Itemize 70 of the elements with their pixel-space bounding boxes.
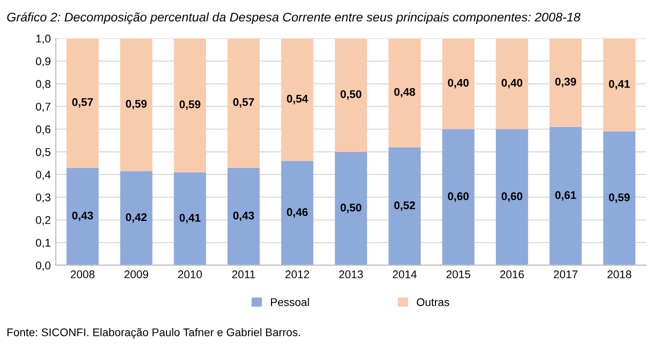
data-label: 0,59	[608, 193, 630, 203]
bar	[281, 160, 314, 266]
data-label: 0,43	[233, 212, 254, 222]
x-tick-label: 2011	[232, 270, 256, 278]
data-label: 0,41	[608, 80, 630, 90]
bar	[66, 168, 99, 266]
x-tick-label: 2017	[554, 270, 578, 278]
x-tick-label: 2014	[392, 270, 417, 278]
x-tick-label: 2010	[178, 270, 202, 278]
data-label: 0,50	[340, 204, 362, 214]
y-tick-label: 0,2	[36, 216, 50, 226]
data-label: 0,40	[502, 78, 522, 88]
data-label: 0,43	[72, 212, 94, 222]
data-label: 0,59	[126, 100, 147, 110]
x-tick-label: 2015	[446, 270, 470, 278]
data-label: 0,42	[126, 213, 147, 223]
bar	[334, 38, 368, 152]
y-tick-label: 0,6	[36, 125, 50, 135]
x-tick-label: 2018	[608, 270, 632, 278]
data-label: 0,54	[286, 94, 308, 104]
bar	[174, 172, 206, 266]
y-tick-label: 1,0	[36, 34, 50, 44]
bar	[334, 152, 368, 266]
x-tick-label: 2016	[500, 270, 524, 278]
y-tick-label: 0,9	[36, 57, 50, 67]
source-note: Fonte: SICONFI. Elaboração Paulo Tafner e Gabriel Barros.	[7, 328, 300, 338]
bar	[120, 171, 152, 266]
data-label: 0,46	[286, 208, 308, 218]
bar	[228, 168, 260, 266]
y-tick-label: 0,1	[36, 238, 50, 248]
bar	[228, 38, 260, 168]
data-label: 0,60	[448, 192, 469, 202]
data-label: 0,60	[502, 192, 522, 202]
data-label: 0,41	[180, 214, 200, 224]
data-label: 0,39	[555, 78, 576, 88]
y-tick-label: 0,3	[36, 193, 50, 203]
legend-label: Outras	[416, 298, 450, 306]
x-tick-label: 2012	[285, 270, 310, 278]
bar	[496, 129, 528, 266]
data-label: 0,61	[555, 191, 576, 201]
data-label: 0,48	[394, 88, 416, 98]
chart-title: Gráfico 2: Decomposição percentual da Despesa Corrente entre seus principais componentes: 2008-18	[7, 12, 580, 24]
y-tick-label: 0,4	[36, 170, 51, 180]
y-tick-label: 0,5	[36, 148, 50, 158]
bar	[496, 38, 528, 130]
data-label: 0,52	[394, 201, 415, 211]
bar	[603, 38, 636, 132]
bar	[388, 147, 421, 266]
y-tick-label: 0,0	[36, 262, 50, 271]
data-label: 0,59	[180, 100, 200, 110]
bar	[550, 126, 582, 266]
bar	[120, 38, 152, 172]
bar	[442, 38, 474, 130]
x-tick-label: 2009	[124, 270, 148, 278]
data-label: 0,50	[340, 90, 362, 100]
bar	[66, 38, 99, 168]
bar	[281, 38, 314, 161]
bar	[442, 129, 474, 266]
data-label: 0,57	[72, 98, 93, 108]
bar	[174, 38, 206, 172]
y-tick-label: 0,8	[36, 80, 50, 90]
legend-label: Pessoal	[270, 298, 309, 306]
x-tick-label: 2008	[70, 270, 94, 278]
y-tick-label: 0,7	[36, 102, 50, 112]
data-label: 0,40	[448, 78, 469, 88]
x-tick-label: 2013	[339, 270, 363, 278]
data-label: 0,57	[233, 98, 254, 108]
bar	[550, 38, 582, 127]
bar	[603, 131, 636, 266]
bar	[388, 38, 421, 148]
